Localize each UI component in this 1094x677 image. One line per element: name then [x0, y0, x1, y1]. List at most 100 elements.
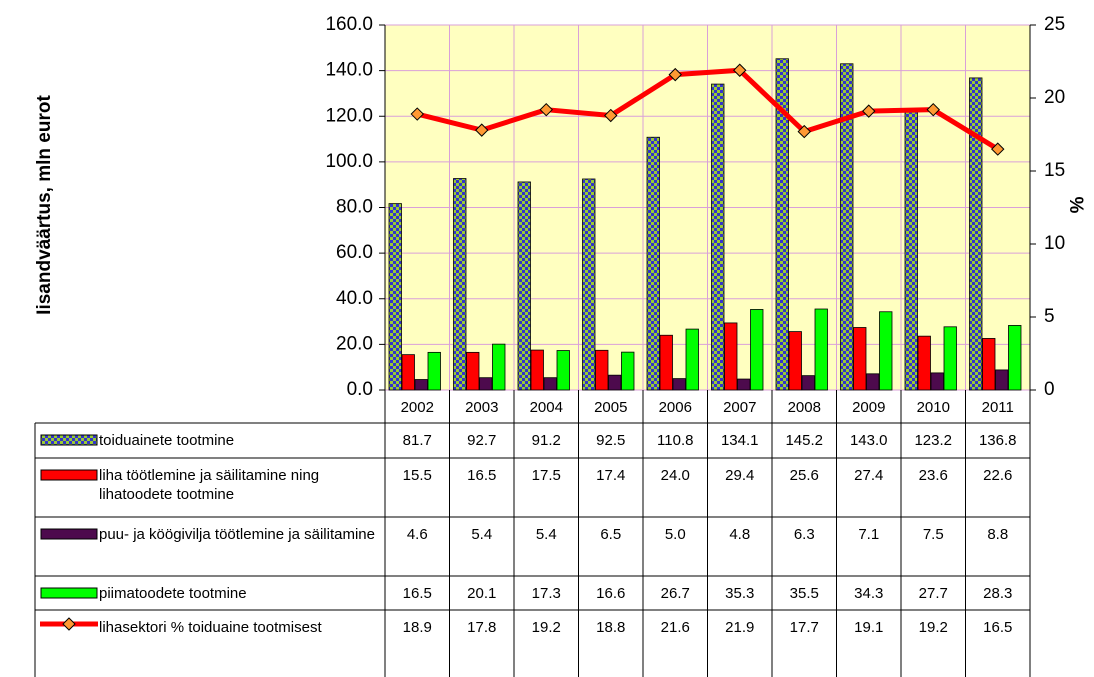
- y-tick-label: 100.0: [325, 151, 373, 172]
- table-value: 17.3: [532, 585, 561, 602]
- table-value: 29.4: [725, 467, 754, 484]
- bar: [879, 311, 893, 391]
- legend-key-marker: [62, 617, 76, 631]
- bar: [479, 377, 493, 391]
- table-value: 16.5: [467, 467, 496, 484]
- table-value: 16.5: [403, 585, 432, 602]
- y-tick-label: 40.0: [336, 288, 373, 309]
- bar: [801, 375, 815, 391]
- table-value: 34.3: [854, 585, 883, 602]
- y2-tick-label: 10: [1044, 233, 1065, 254]
- legend-text: puu- ja köögivilja töötlemine ja säilita…: [99, 526, 375, 543]
- table-value: 28.3: [983, 585, 1012, 602]
- table-value: 5.0: [665, 526, 686, 543]
- y2-tick-label: 5: [1044, 306, 1055, 327]
- table-value: 145.2: [785, 432, 823, 449]
- bar: [1008, 325, 1022, 391]
- table-value: 24.0: [661, 467, 690, 484]
- bar: [814, 308, 828, 391]
- bar: [517, 181, 531, 391]
- line-marker: [668, 67, 682, 82]
- y-tick-label: 20.0: [336, 333, 373, 354]
- line-marker: [926, 102, 940, 117]
- table-value: 134.1: [721, 432, 759, 449]
- table-value: 17.5: [532, 467, 561, 484]
- table-value: 16.5: [983, 619, 1012, 636]
- table-value: 18.8: [596, 619, 625, 636]
- legend-key: [40, 587, 98, 599]
- x-tick-label: 2002: [401, 399, 434, 416]
- x-tick-label: 2011: [982, 399, 1014, 416]
- bar: [556, 350, 570, 391]
- table-value: 143.0: [850, 432, 888, 449]
- legend-text: piimatoodete tootmine: [99, 585, 247, 602]
- y-tick-label: 120.0: [325, 105, 373, 126]
- bar: [995, 369, 1009, 391]
- table-value: 22.6: [983, 467, 1012, 484]
- table-value: 4.6: [407, 526, 428, 543]
- table-value: 16.6: [596, 585, 625, 602]
- y2-tick-label: 25: [1044, 14, 1065, 35]
- legend-label: lihasektori % toiduaine tootmisest: [99, 619, 322, 636]
- y-tick-label: 80.0: [336, 197, 373, 218]
- x-tick-label: 2009: [852, 399, 885, 416]
- legend-key: [40, 469, 98, 481]
- bar: [401, 354, 415, 391]
- line-marker: [733, 63, 747, 77]
- bar: [982, 338, 996, 391]
- legend-text: toiduainete tootmine: [99, 432, 235, 449]
- table-value: 27.7: [919, 585, 948, 602]
- bar: [711, 83, 725, 391]
- table-value: 35.5: [790, 585, 819, 602]
- x-tick-label: 2004: [530, 399, 563, 416]
- table-value: 27.4: [854, 467, 883, 484]
- table-value: 8.8: [987, 526, 1008, 543]
- legend-key: [40, 434, 98, 446]
- y2-tick-label: 20: [1044, 87, 1065, 108]
- y2-axis-label: %: [1065, 197, 1086, 214]
- bar: [608, 374, 622, 391]
- line-marker: [604, 108, 618, 123]
- legend-text: liha töötlemine ja säilitamine ning liha…: [99, 467, 320, 503]
- table-value: 6.5: [600, 526, 621, 543]
- legend-label: piimatoodete tootmine: [99, 585, 247, 602]
- table-value: 19.1: [854, 619, 883, 636]
- x-tick-label: 2007: [723, 399, 756, 416]
- table-value: 6.3: [794, 526, 815, 543]
- bar: [917, 335, 931, 391]
- bar: [595, 349, 609, 391]
- table-value: 23.6: [919, 467, 948, 484]
- table-value: 15.5: [403, 467, 432, 484]
- table-value: 19.2: [532, 619, 561, 636]
- bar: [969, 77, 983, 391]
- x-tick-label: 2008: [788, 399, 821, 416]
- y2-tick-label: 15: [1044, 160, 1065, 181]
- bar: [582, 178, 596, 391]
- bar: [427, 351, 441, 391]
- table-value: 81.7: [403, 432, 432, 449]
- bar: [492, 343, 506, 391]
- x-tick-label: 2005: [594, 399, 627, 416]
- table-value: 4.8: [729, 526, 750, 543]
- table-value: 110.8: [657, 432, 693, 449]
- bar: [904, 108, 918, 391]
- y-tick-label: 60.0: [336, 242, 373, 263]
- bar: [930, 372, 944, 391]
- bar: [866, 373, 880, 391]
- y-tick-label: 0.0: [347, 379, 373, 400]
- bar: [788, 331, 802, 391]
- table-value: 92.5: [596, 432, 625, 449]
- table-value: 26.7: [661, 585, 690, 602]
- line-marker: [475, 123, 489, 137]
- table-value: 7.5: [923, 526, 944, 543]
- x-tick-label: 2006: [659, 399, 692, 416]
- x-tick-label: 2003: [465, 399, 498, 416]
- bar: [388, 203, 402, 391]
- line-marker: [539, 102, 553, 117]
- table-value: 17.7: [790, 619, 819, 636]
- bar: [750, 309, 764, 391]
- line-marker: [797, 124, 811, 139]
- line: [416, 67, 1000, 152]
- bar: [530, 349, 544, 391]
